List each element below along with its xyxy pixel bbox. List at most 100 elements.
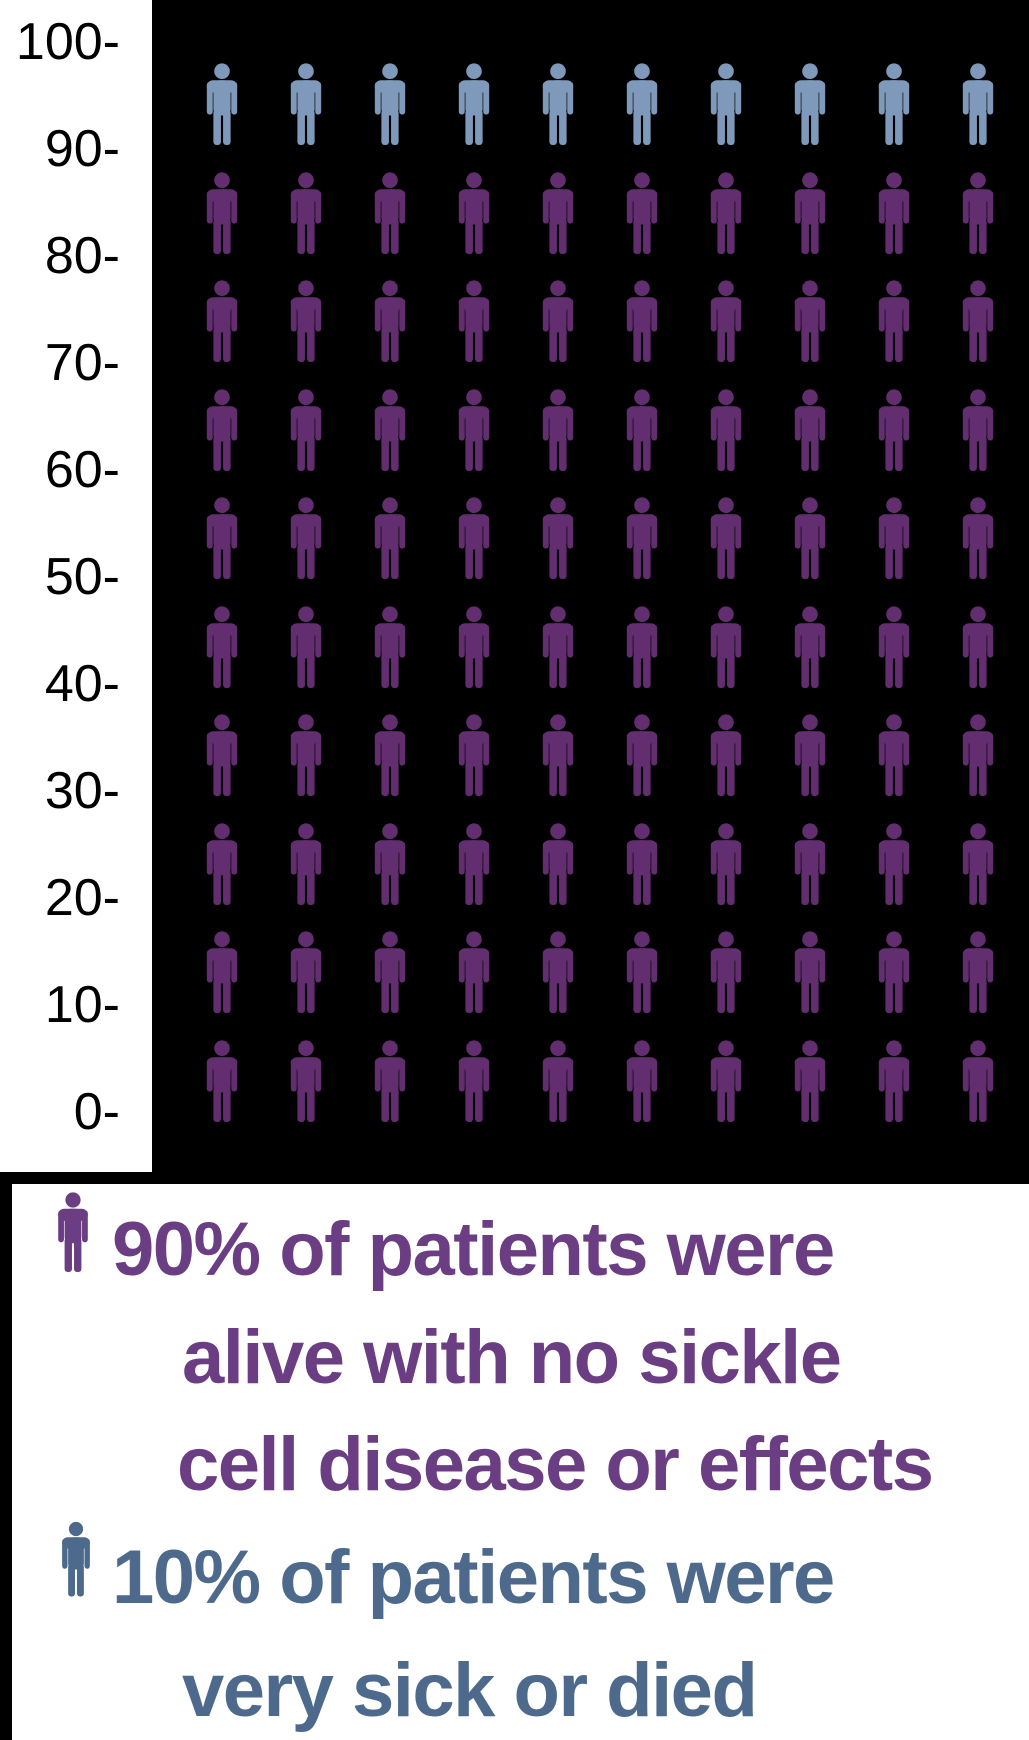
person-icon: [619, 172, 665, 254]
legend-sick-line-1: 10% of patients were: [112, 1535, 835, 1620]
y-axis-tick: 40-: [44, 655, 120, 713]
y-axis-tick: 90-: [44, 120, 120, 178]
alive-person-icon: [50, 1192, 96, 1272]
person-icon: [367, 823, 413, 905]
legend-alive-line-2: alive with no sickle: [182, 1315, 842, 1400]
person-icon: [619, 63, 665, 145]
person-icon: [871, 63, 917, 145]
legend-box: 90% of patients were alive with no sickl…: [12, 1184, 1029, 1740]
icon-grid: [152, 0, 1029, 1180]
person-icon: [955, 823, 1001, 905]
person-icon: [199, 389, 245, 471]
person-icon: [787, 1040, 833, 1122]
y-axis-tick: 80-: [44, 227, 120, 285]
person-icon: [703, 497, 749, 579]
person-icon: [787, 172, 833, 254]
person-icon: [283, 172, 329, 254]
person-icon: [871, 931, 917, 1013]
person-icon: [283, 497, 329, 579]
person-icon: [535, 714, 581, 796]
person-icon: [955, 280, 1001, 362]
person-icon: [199, 714, 245, 796]
person-icon: [199, 931, 245, 1013]
person-icon: [703, 606, 749, 688]
person-icon: [871, 1040, 917, 1122]
person-icon: [535, 823, 581, 905]
person-icon: [283, 1040, 329, 1122]
legend-section: 90% of patients were alive with no sickl…: [0, 1180, 1029, 1740]
person-icon: [451, 1040, 497, 1122]
person-icon: [535, 1040, 581, 1122]
person-icon: [535, 931, 581, 1013]
person-icon: [535, 63, 581, 145]
legend-sick-line-2: very sick or died: [182, 1648, 758, 1733]
person-icon: [283, 280, 329, 362]
person-icon: [871, 823, 917, 905]
person-icon: [283, 63, 329, 145]
person-icon: [451, 63, 497, 145]
person-icon: [703, 931, 749, 1013]
person-icon: [703, 1040, 749, 1122]
person-icon: [619, 823, 665, 905]
person-icon: [871, 606, 917, 688]
person-icon: [787, 714, 833, 796]
person-icon: [451, 280, 497, 362]
person-icon: [955, 714, 1001, 796]
person-icon: [787, 823, 833, 905]
person-icon: [619, 389, 665, 471]
pictograph-chart: 100- 90- 80- 70- 60- 50- 40- 30- 20- 10- 0-: [0, 0, 1029, 1180]
person-icon: [451, 714, 497, 796]
sick-person-icon: [55, 1520, 97, 1598]
person-icon: [871, 389, 917, 471]
person-icon: [955, 606, 1001, 688]
person-icon: [535, 280, 581, 362]
person-icon: [451, 389, 497, 471]
person-icon: [787, 63, 833, 145]
y-axis-tick: 20-: [44, 869, 120, 927]
person-icon: [199, 63, 245, 145]
person-icon: [199, 823, 245, 905]
y-axis-tick: 70-: [44, 334, 120, 392]
person-icon: [535, 389, 581, 471]
person-icon: [619, 606, 665, 688]
person-icon: [703, 280, 749, 362]
person-icon: [787, 389, 833, 471]
person-icon: [367, 172, 413, 254]
person-icon: [199, 1040, 245, 1122]
person-icon: [199, 280, 245, 362]
person-icon: [535, 172, 581, 254]
person-icon: [367, 1040, 413, 1122]
person-icon: [451, 172, 497, 254]
person-icon: [787, 280, 833, 362]
person-icon: [703, 63, 749, 145]
person-icon: [703, 714, 749, 796]
person-icon: [871, 280, 917, 362]
person-icon: [283, 823, 329, 905]
y-axis: 100- 90- 80- 70- 60- 50- 40- 30- 20- 10- 0-: [0, 0, 152, 1172]
person-icon: [535, 606, 581, 688]
person-icon: [367, 63, 413, 145]
person-icon: [367, 606, 413, 688]
person-icon: [619, 931, 665, 1013]
person-icon: [451, 497, 497, 579]
person-icon: [787, 931, 833, 1013]
person-icon: [451, 931, 497, 1013]
person-icon: [283, 606, 329, 688]
person-icon: [619, 1040, 665, 1122]
person-icon: [199, 172, 245, 254]
person-icon: [871, 497, 917, 579]
person-icon: [955, 172, 1001, 254]
person-icon: [955, 931, 1001, 1013]
person-icon: [451, 606, 497, 688]
person-icon: [283, 931, 329, 1013]
person-icon: [619, 714, 665, 796]
person-icon: [367, 280, 413, 362]
person-icon: [871, 172, 917, 254]
y-axis-tick: 50-: [44, 548, 120, 606]
person-icon: [787, 606, 833, 688]
person-icon: [703, 389, 749, 471]
person-icon: [283, 714, 329, 796]
legend-alive-line-1: 90% of patients were: [112, 1207, 835, 1292]
person-icon: [367, 931, 413, 1013]
